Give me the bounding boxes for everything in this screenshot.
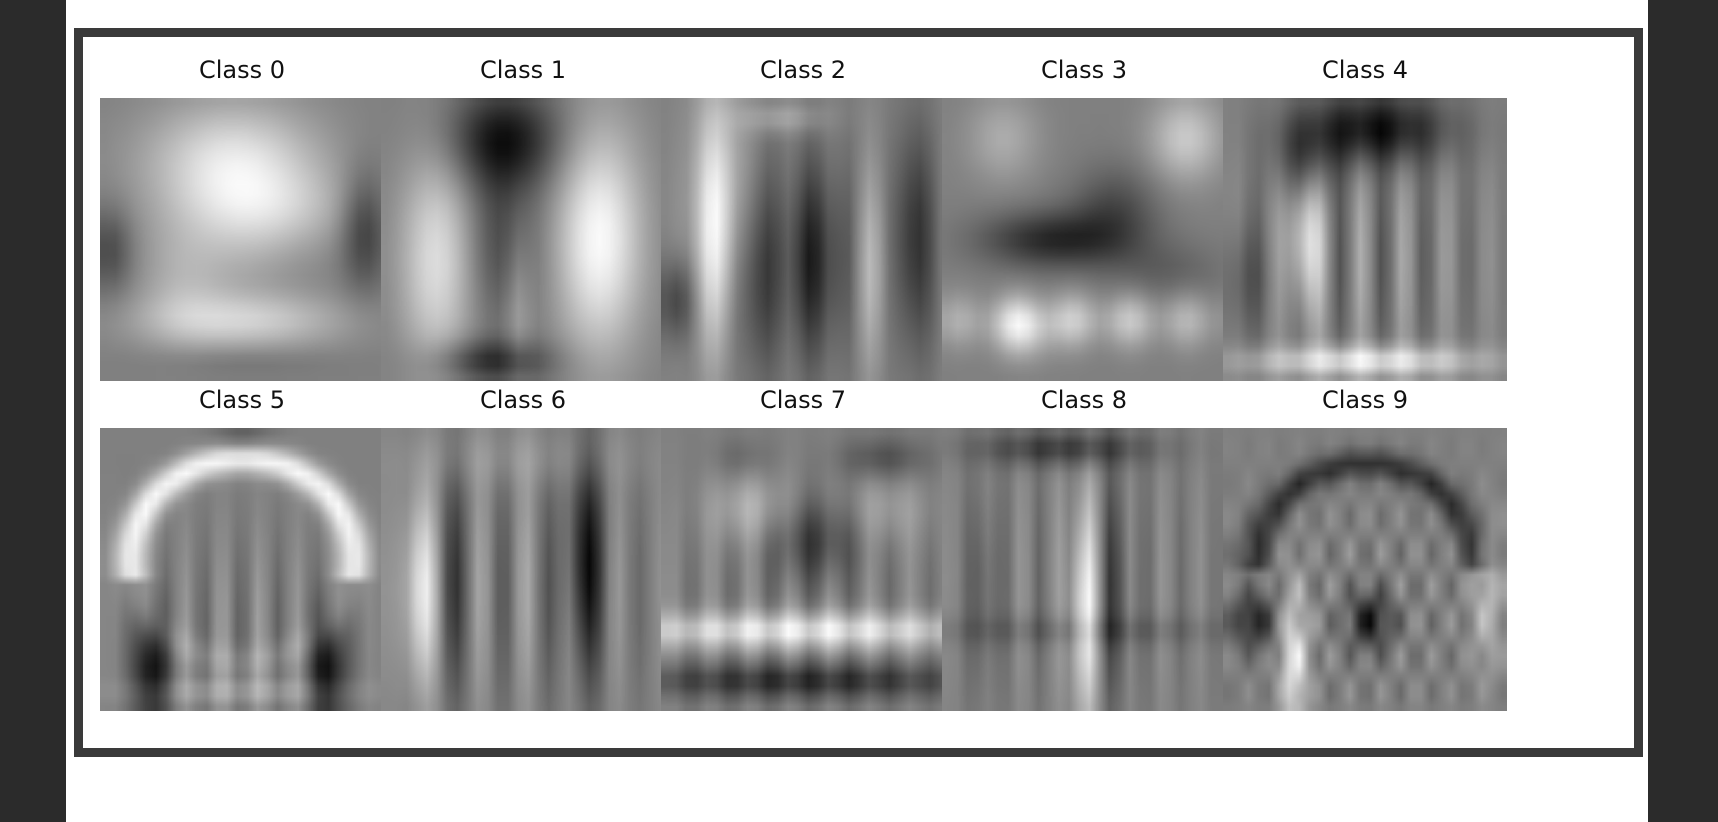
- class-6-weight-image: [381, 428, 665, 711]
- class-3-weight-image: [942, 98, 1226, 381]
- class-5-weight-image: [100, 428, 384, 711]
- class-8-weight-image: [942, 428, 1226, 711]
- class-8-title: Class 8: [1040, 386, 1128, 414]
- class-7-weight-image: [661, 428, 945, 711]
- class-3-title: Class 3: [1040, 56, 1128, 84]
- class-9-title: Class 9: [1321, 386, 1409, 414]
- class-1-weight-image: [381, 98, 665, 381]
- class-2-weight-image: [661, 98, 945, 381]
- class-0-weight-image: [100, 98, 384, 381]
- class-1-title: Class 1: [479, 56, 567, 84]
- class-4-title: Class 4: [1321, 56, 1409, 84]
- figure-frame: Class 0 Class 1 Class 2 Class 3 Class 4 …: [74, 28, 1643, 757]
- class-0-title: Class 0: [198, 56, 286, 84]
- class-7-title: Class 7: [759, 386, 847, 414]
- class-2-title: Class 2: [759, 56, 847, 84]
- class-4-weight-image: [1223, 98, 1507, 381]
- class-9-weight-image: [1223, 428, 1507, 711]
- class-6-title: Class 6: [479, 386, 567, 414]
- class-5-title: Class 5: [198, 386, 286, 414]
